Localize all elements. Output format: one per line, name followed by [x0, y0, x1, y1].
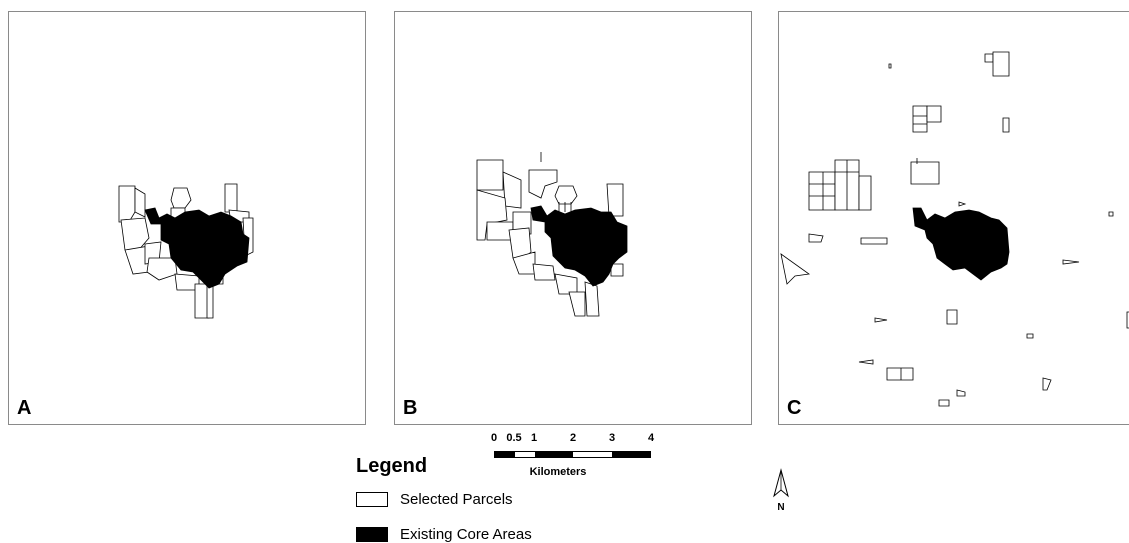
scale-segment	[514, 452, 535, 457]
map-b-canvas	[476, 152, 628, 317]
scale-bar-strip	[494, 451, 651, 458]
map-panel-a: A	[8, 11, 366, 425]
map-a-canvas	[118, 183, 254, 319]
scale-tick-label: 3	[608, 432, 616, 444]
scale-tick-label: 0.5	[506, 432, 522, 444]
scale-segment	[534, 452, 573, 457]
legend-swatch-white	[356, 491, 388, 507]
north-arrow-icon: N	[768, 468, 794, 513]
selected-parcels	[476, 152, 624, 317]
north-label: N	[777, 502, 784, 512]
scale-tick-label: 2	[569, 432, 577, 444]
scale-tick-label: 1	[530, 432, 538, 444]
selected-parcels	[780, 51, 1129, 407]
scale-unit-label: Kilometers	[529, 466, 587, 478]
existing-core-area	[912, 207, 1010, 281]
legend-label: Existing Core Areas	[400, 525, 532, 543]
map-panel-b: B	[394, 11, 752, 425]
legend-label: Selected Parcels	[400, 490, 513, 508]
legend-item-selected-parcels: Selected Parcels	[356, 490, 513, 508]
legend-item-existing-core-areas: Existing Core Areas	[356, 525, 532, 543]
map-panel-c: C	[778, 11, 1129, 425]
legend-swatch-black	[356, 526, 388, 542]
scale-tick-label: 4	[647, 432, 655, 444]
existing-core-area	[530, 205, 628, 287]
legend-title: Legend	[356, 455, 428, 477]
panel-label-c: C	[787, 397, 802, 419]
panel-label-a: A	[17, 397, 32, 419]
map-c-canvas	[780, 51, 1129, 407]
panel-label-b: B	[403, 397, 418, 419]
scale-segment	[495, 452, 515, 457]
scale-segment	[573, 452, 612, 457]
scale-segment	[611, 452, 650, 457]
scale-bar: 0 0.5 1 2 3 4 Kilometers	[478, 432, 668, 482]
existing-core-area	[144, 207, 250, 289]
scale-tick-label: 0	[490, 432, 498, 444]
